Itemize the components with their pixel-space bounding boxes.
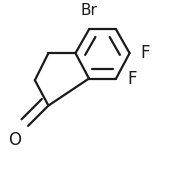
Text: O: O	[8, 131, 21, 149]
Text: F: F	[127, 70, 137, 88]
Text: F: F	[141, 44, 150, 62]
Text: Br: Br	[81, 4, 97, 19]
